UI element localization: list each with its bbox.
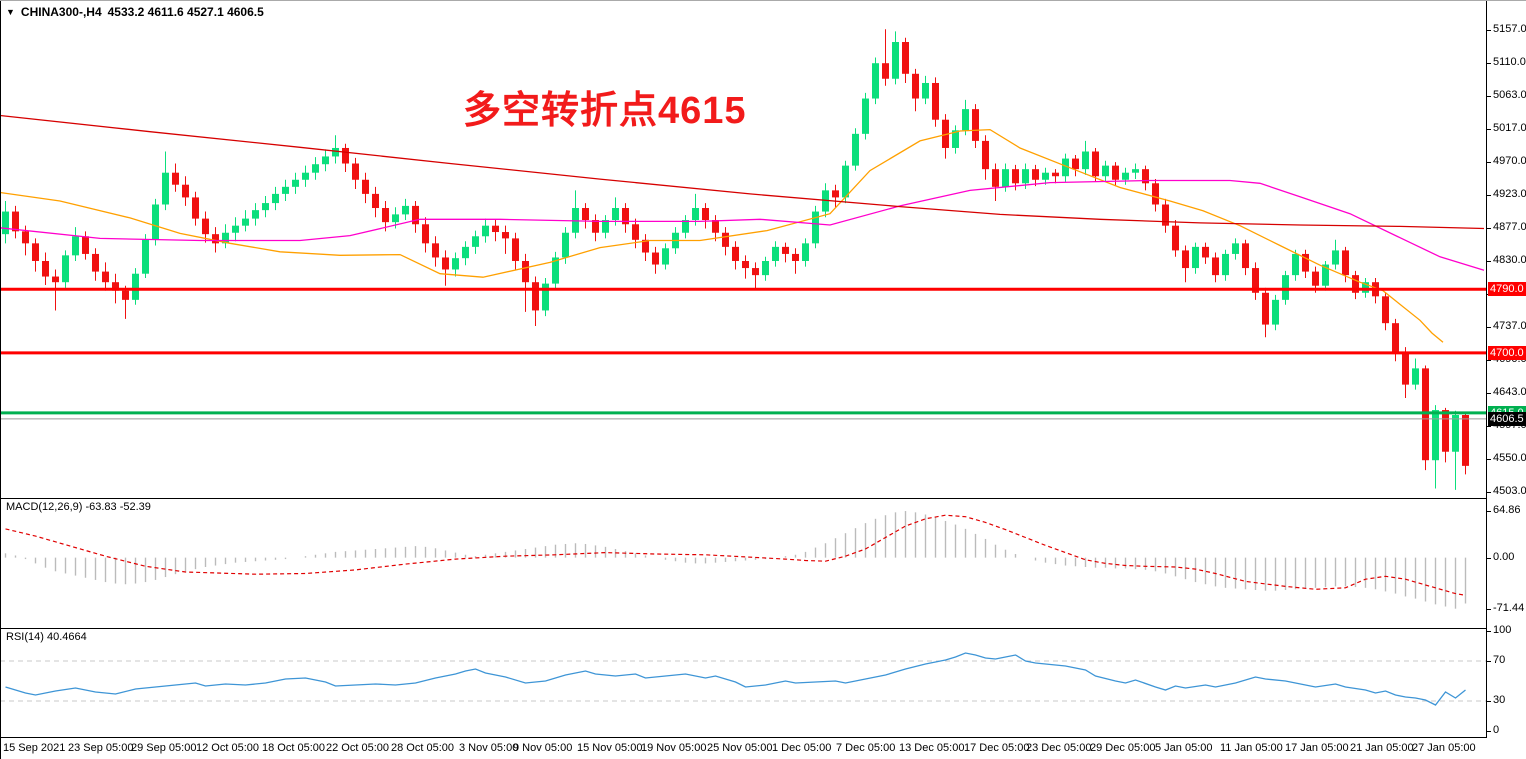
- macd-tick-label: -71.44: [1493, 602, 1525, 614]
- price-tick: [1487, 426, 1491, 427]
- turning-point-annotation: 多空转折点4615: [463, 90, 747, 132]
- price-tick: [1487, 195, 1491, 196]
- price-tick-label: 4503.0: [1493, 485, 1526, 497]
- time-axis-label: 19 Nov 05:00: [641, 742, 707, 754]
- price-tick-label: 5157.0: [1493, 23, 1526, 35]
- price-tick-label: 4923.0: [1493, 188, 1526, 200]
- macd-plot: [4, 511, 1467, 609]
- candlestick-plot: [0, 29, 1487, 490]
- time-axis-label: 12 Oct 05:00: [196, 742, 259, 754]
- time-axis-label: 29 Dec 05:00: [1090, 742, 1156, 754]
- time-axis-label: 15 Sep 2021: [3, 742, 66, 754]
- rsi-panel[interactable]: RSI(14) 40.4664: [0, 628, 1487, 738]
- time-axis-label: 23 Sep 05:00: [68, 742, 134, 754]
- time-axis-label: 13 Dec 05:00: [899, 742, 965, 754]
- macd-tick-label: 64.86: [1493, 504, 1521, 516]
- time-axis-label: 25 Nov 05:00: [707, 742, 773, 754]
- macd-tick: [1487, 558, 1491, 559]
- time-axis-label: 22 Oct 05:00: [326, 742, 389, 754]
- time-axis-label: 27 Jan 05:00: [1412, 742, 1476, 754]
- rsi-tick: [1487, 661, 1491, 662]
- macd-tick-label: 0.00: [1493, 551, 1515, 563]
- time-axis[interactable]: 15 Sep 2021 23 Sep 05:00 29 Sep 05:00 12 Oc…: [0, 738, 1526, 759]
- window-left-border: [0, 1, 1, 759]
- time-axis-label: 1 Dec 05:00: [772, 742, 832, 754]
- macd-label: MACD(12,26,9) -63.83 -52.39: [6, 501, 151, 513]
- time-axis-label: 9 Nov 05:00: [513, 742, 573, 754]
- symbol-period-label: CHINA300-,H4: [20, 5, 102, 19]
- rsi-label: RSI(14) 40.4664: [6, 631, 87, 643]
- time-axis-label: 23 Dec 05:00: [1026, 742, 1092, 754]
- price-tick: [1487, 63, 1491, 64]
- time-axis-label: 3 Nov 05:00: [459, 742, 519, 754]
- price-tick: [1487, 129, 1491, 130]
- price-tick: [1487, 261, 1491, 262]
- price-tick-label: 4830.0: [1493, 254, 1526, 266]
- price-tick: [1487, 492, 1491, 493]
- price-tick-label: 4877.0: [1493, 221, 1526, 233]
- price-tick: [1487, 96, 1491, 97]
- rsi-plot: [0, 652, 1487, 706]
- macd-panel[interactable]: MACD(12,26,9) -63.83 -52.39: [0, 498, 1487, 629]
- price-tick-label: 4550.0: [1493, 452, 1526, 464]
- time-axis-label: 29 Sep 05:00: [131, 742, 197, 754]
- time-axis-label: 11 Jan 05:00: [1220, 742, 1283, 754]
- price-tick: [1487, 30, 1491, 31]
- axis-divider: [1486, 1, 1487, 738]
- ohlc-values-label: 4533.2 4611.6 4527.1 4606.5: [107, 5, 264, 19]
- price-tick: [1487, 393, 1491, 394]
- rsi-tick: [1487, 631, 1491, 632]
- rsi-tick: [1487, 701, 1491, 702]
- rsi-tick-label: 30: [1493, 694, 1506, 706]
- price-tick: [1487, 228, 1491, 229]
- macd-tick: [1487, 609, 1491, 610]
- price-tick: [1487, 459, 1491, 460]
- rsi-tick: [1487, 731, 1491, 732]
- rsi-tick-label: 0: [1493, 724, 1500, 736]
- time-axis-label: 28 Oct 05:00: [391, 742, 454, 754]
- macd-tick: [1487, 511, 1491, 512]
- price-tick: [1487, 162, 1491, 163]
- price-tick-label: 4737.0: [1493, 320, 1526, 332]
- price-tick-label: 5017.0: [1493, 122, 1526, 134]
- price-line-badge: 4790.0: [1488, 282, 1526, 296]
- time-axis-label: 18 Oct 05:00: [262, 742, 325, 754]
- price-tick: [1487, 327, 1491, 328]
- time-axis-label: 21 Jan 05:00: [1350, 742, 1414, 754]
- price-tick: [1487, 360, 1491, 361]
- time-axis-label: 15 Nov 05:00: [577, 742, 643, 754]
- rsi-tick-label: 70: [1493, 654, 1506, 666]
- time-axis-label: 5 Jan 05:00: [1155, 742, 1213, 754]
- time-axis-label: 7 Dec 05:00: [836, 742, 896, 754]
- price-tick-label: 5110.0: [1493, 56, 1526, 68]
- main-chart-panel[interactable]: [0, 1, 1487, 499]
- time-axis-label: 17 Jan 05:00: [1285, 742, 1349, 754]
- price-tick-label: 4970.0: [1493, 155, 1526, 167]
- price-line-badge: 4700.0: [1488, 346, 1526, 360]
- price-axis[interactable]: 5157.0 5110.0 5063.0 5017.0 4970.0 4923.0 4877…: [1487, 1, 1526, 738]
- rsi-tick-label: 100: [1493, 624, 1512, 636]
- symbol-dropdown-icon[interactable]: ▼: [6, 7, 15, 17]
- symbol-info-bar: ▼ CHINA300-,H4 4533.2 4611.6 4527.1 4606…: [6, 5, 264, 19]
- price-tick-label: 4643.0: [1493, 386, 1526, 398]
- price-line-badge: 4606.5: [1488, 412, 1526, 426]
- time-axis-label: 17 Dec 05:00: [964, 742, 1030, 754]
- price-tick-label: 5063.0: [1493, 89, 1526, 101]
